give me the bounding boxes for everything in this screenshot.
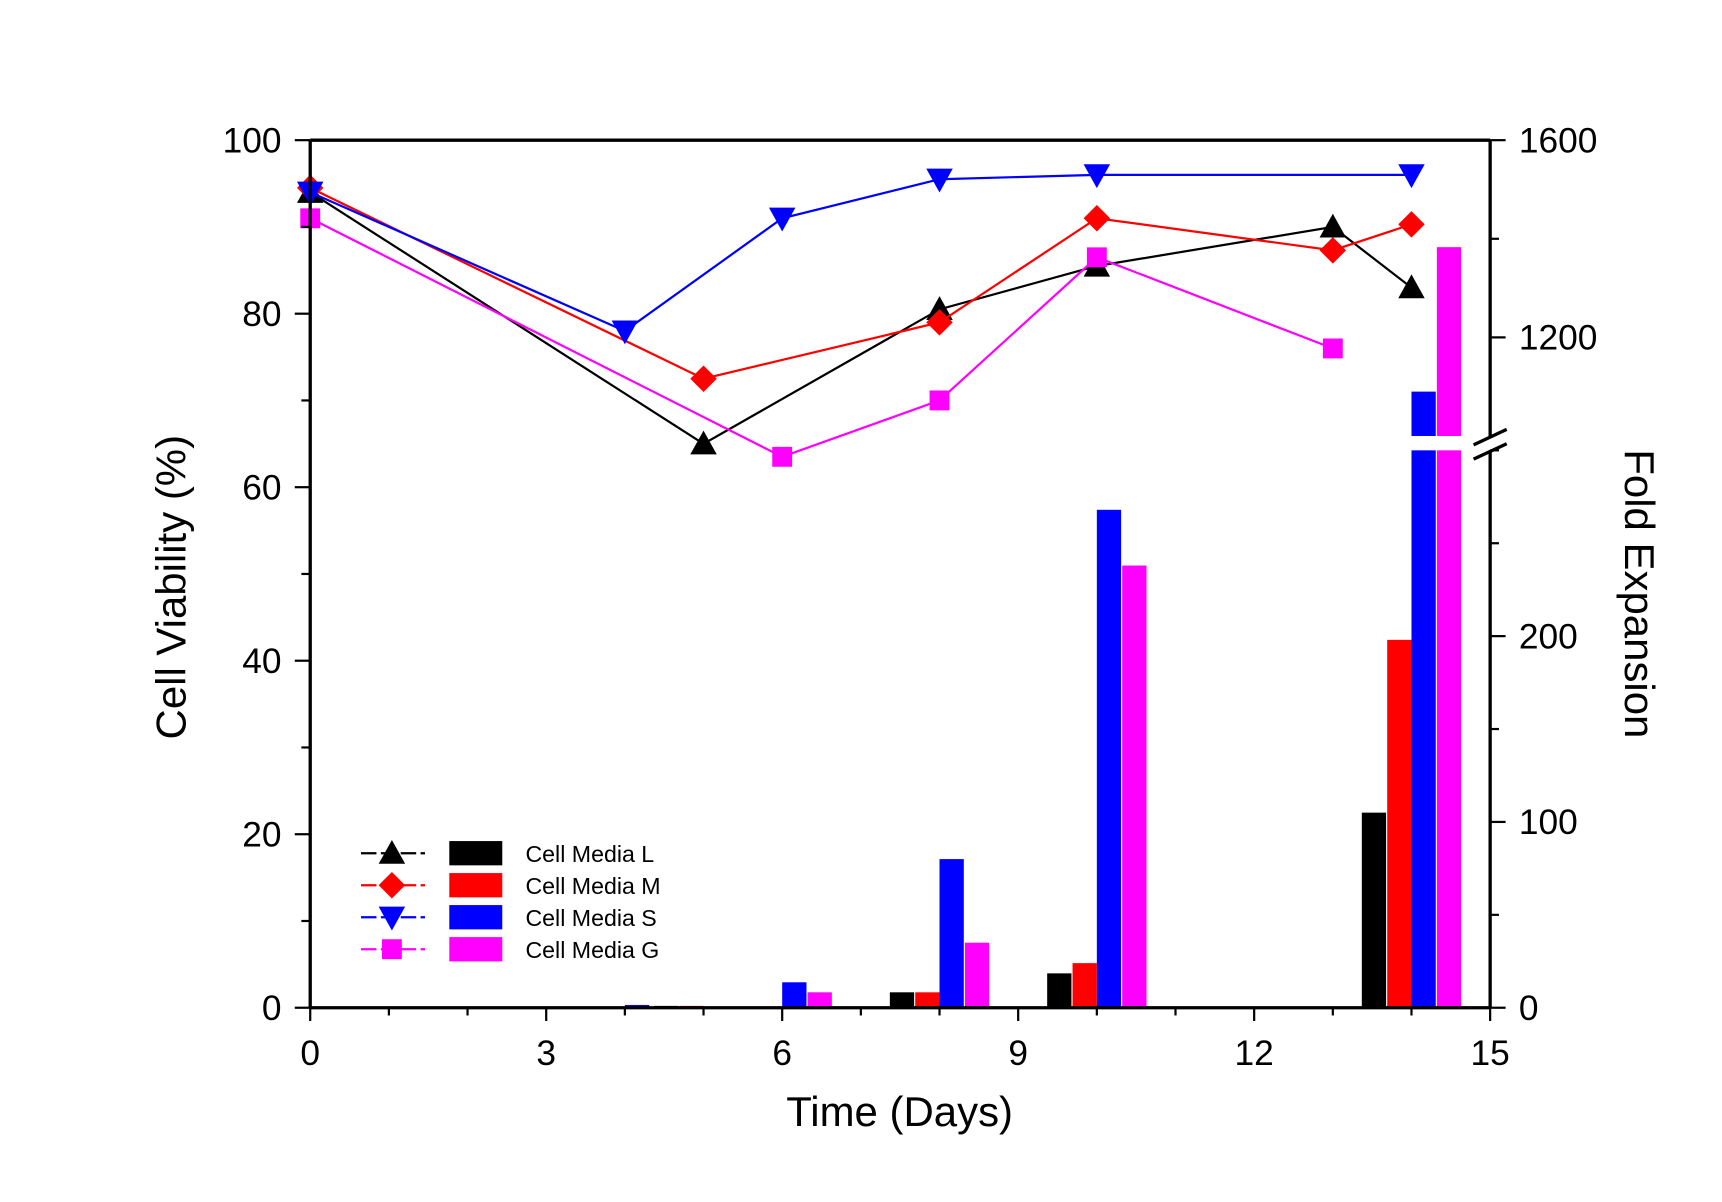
point-S-day4 (611, 320, 639, 345)
bar-M-day8 (915, 992, 940, 1008)
y-right-tick-label: 100 (1519, 803, 1578, 842)
legend-swatch-G (449, 937, 503, 962)
bar-L-day8 (889, 992, 915, 1008)
point-L-day8 (926, 296, 953, 320)
bar-S-day10 (1096, 509, 1122, 1008)
legend-marker-S (378, 906, 406, 931)
bar-G-day6 (807, 992, 832, 1008)
x-tick-label: 12 (1235, 1034, 1274, 1073)
point-L-day13 (1319, 213, 1347, 238)
y-left-tick-label: 20 (242, 815, 281, 854)
point-S-day10 (1083, 164, 1111, 189)
bar-G-day14 (1436, 247, 1462, 436)
x-tick-label: 6 (772, 1034, 792, 1073)
y-axis-left-label: Cell Viability (%) (147, 435, 194, 740)
legend-label-M: Cell Media M (525, 873, 660, 899)
y-left-tick-label: 40 (242, 642, 281, 681)
y-left-tick-label: 100 (223, 121, 282, 160)
line-L (309, 191, 1413, 446)
y-left-tick-label: 0 (262, 989, 282, 1028)
bar-L-day10 (1047, 973, 1072, 1008)
point-M-day13 (1319, 237, 1347, 264)
point-G-day13 (1322, 338, 1343, 359)
line-M (309, 186, 1412, 380)
y-right-tick-label: 200 (1519, 617, 1578, 656)
point-M-day10 (1083, 205, 1111, 232)
x-tick-label: 3 (536, 1034, 556, 1073)
legend-marker-L (378, 839, 406, 864)
legend-label-L: Cell Media L (525, 841, 654, 867)
legend-swatch-S (449, 905, 503, 930)
y-right-tick-label: 1600 (1519, 121, 1598, 160)
lines-layer (296, 164, 1425, 467)
legend-label-G: Cell Media G (525, 937, 659, 963)
point-S-day14 (1398, 164, 1425, 189)
legend-marker-M (378, 871, 406, 899)
point-S-day8 (926, 168, 953, 193)
legend-marker-G (381, 939, 402, 960)
y-left-tick-label: 60 (242, 468, 281, 507)
legend: Cell Media L Cell Media M Cell Media S Cell… (360, 839, 661, 963)
y-right-tick-label: 0 (1519, 989, 1539, 1028)
bar-L-day14 (1361, 812, 1387, 1008)
point-G-day6 (772, 446, 793, 467)
bar-M-day10 (1072, 963, 1097, 1008)
bar-S-day6 (782, 982, 807, 1008)
axis-break-mark (1472, 427, 1508, 447)
point-L-day5 (690, 430, 717, 455)
bar-S-day14 (1411, 391, 1436, 436)
x-tick-label: 15 (1471, 1034, 1510, 1073)
bar-G-day8 (964, 942, 990, 1008)
bar-M-day14 (1387, 639, 1412, 1008)
point-M-day8 (926, 309, 953, 336)
bar-S-day14-lower (1411, 450, 1436, 1008)
bar-S-day8 (939, 859, 964, 1008)
y-axis-right-label: Fold Expansion (1616, 449, 1663, 738)
x-axis-label: Time (Days) (786, 1088, 1013, 1135)
bar-G-day14-lower (1436, 450, 1462, 1008)
y-left-tick-label: 80 (242, 295, 281, 334)
legend-label-S: Cell Media S (525, 905, 656, 931)
x-tick-label: 9 (1008, 1034, 1028, 1073)
point-S-day6 (768, 207, 796, 232)
point-M-day5 (690, 365, 717, 393)
point-G-day10 (1086, 247, 1107, 268)
line-S (309, 173, 1412, 333)
y-right-tick-label: 1200 (1519, 319, 1598, 358)
point-M-day14 (1398, 211, 1425, 238)
legend-swatch-L (449, 841, 503, 866)
legend-swatch-M (449, 873, 503, 898)
line-G (309, 217, 1334, 459)
x-tick-label: 0 (300, 1034, 320, 1073)
point-L-day14 (1398, 274, 1425, 299)
bar-G-day10 (1122, 565, 1147, 1008)
point-G-day8 (929, 390, 950, 411)
bars-layer (624, 247, 1462, 1008)
